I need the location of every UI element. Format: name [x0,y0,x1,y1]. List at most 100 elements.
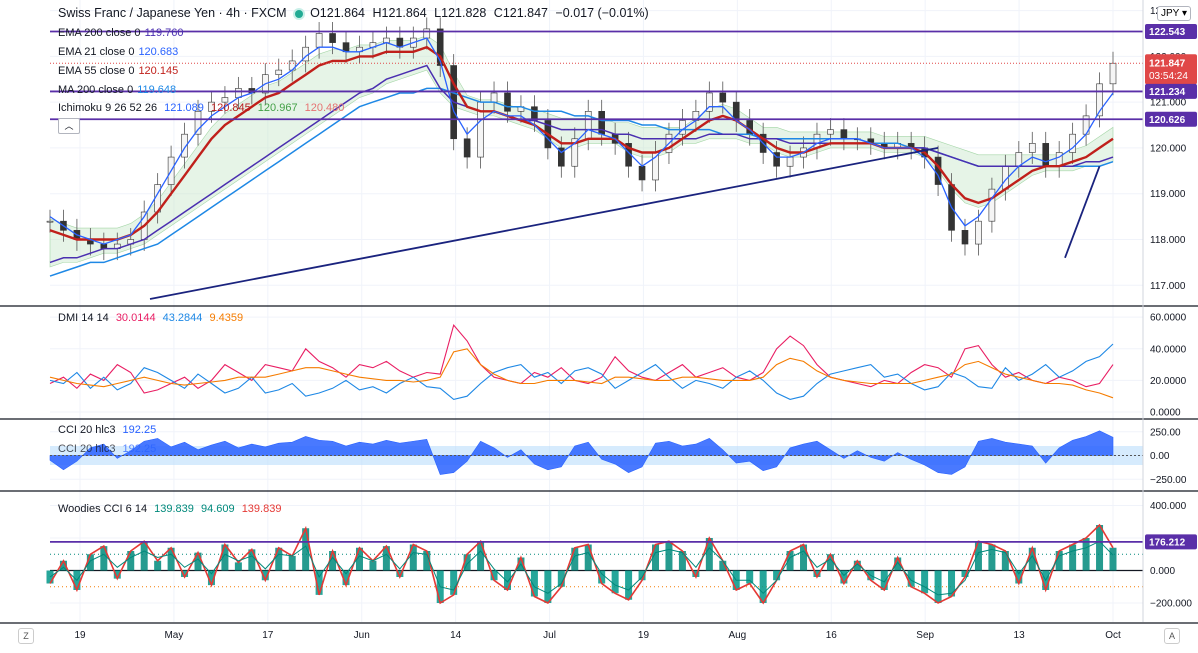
wcci-histogram-bar [1069,544,1077,571]
legend-ma200[interactable]: MA 200 close 0 119.648 [58,84,180,96]
ohlc-high: H121.864 [372,6,427,20]
candle-body [786,156,794,167]
collapse-legend-button[interactable]: ︿ [58,118,80,134]
candle-body [975,220,982,245]
candle-body [436,28,444,66]
ichimoku-lead-b: 120.480 [304,102,345,114]
price-badge-text: 121.234 [1149,87,1186,98]
wcci-histogram-bar [261,570,269,581]
cci-area [49,430,1114,475]
dmi-adx: 9.4359 [209,312,244,324]
candle-body [773,152,780,167]
wcci-histogram-bar [948,570,956,597]
wcci-histogram-bar [934,570,942,603]
y-tick-label: 250.00 [1150,427,1181,438]
price-badge [1145,54,1197,85]
wcci-histogram-bar [1015,570,1023,584]
ichimoku-base: 120.845 [210,102,251,114]
wcci-histogram-bar [961,570,969,577]
wcci-histogram-bar [826,554,834,571]
wcci-histogram-bar [329,551,337,571]
wcci-histogram-bar [773,570,781,581]
woodies-value-2: 94.609 [200,503,235,515]
wcci-slow-line [49,540,1114,596]
candle-body [840,129,848,140]
wcci-histogram-bar [894,557,902,571]
ohlc-close: C121.847 [493,6,549,20]
wcci-histogram-bar [705,538,713,571]
wcci-histogram-bar [813,570,821,577]
wcci-fast-line [49,523,1114,605]
legend-ema55[interactable]: EMA 55 close 0 120.145 [58,65,182,77]
price-badge [1145,111,1197,127]
wcci-histogram-bar [342,570,350,586]
x-tick-label: May [164,630,183,641]
candle-body [571,138,579,167]
y-tick-label: 119.000 [1150,189,1186,200]
wcci-histogram-bar [840,570,848,584]
candle-body [961,230,969,245]
y-tick-label: 400.000 [1150,501,1187,512]
legend-label: EMA 55 close 0 [58,65,135,77]
wcci-histogram-bar [652,544,660,571]
wcci-histogram-bar [490,570,498,581]
legend-woodies[interactable]: Woodies CCI 6 14 139.839 94.609 139.839 [58,503,285,515]
legend-ema200[interactable]: EMA 200 close 0 119.760 [58,27,188,39]
legend-ema21[interactable]: EMA 21 close 0 120.683 [58,46,182,58]
currency-label: JPY [1161,8,1180,19]
wcci-histogram-bar [382,546,390,571]
woodies-value-1: 139.839 [154,503,194,515]
price-pane[interactable] [46,17,1143,300]
cci-value: 192.25 [122,424,157,436]
price-badge [1145,24,1197,40]
legend-value: 120.145 [138,65,179,77]
wcci-histogram-bar [853,560,861,571]
auto-scale-button[interactable]: A [1164,628,1180,644]
legend-cci-2[interactable]: CCI 20 hlc3 192.25 [58,443,160,455]
candle-body [221,97,229,103]
candle-body [1055,152,1063,167]
y-tick-label: −200.000 [1150,599,1192,610]
candle-body [988,188,996,222]
wcci-histogram-bar [59,560,67,571]
cci-pane[interactable] [49,430,1143,475]
candle-body [638,165,646,181]
wcci-histogram-bar [746,570,754,584]
x-tick-label: Jun [354,630,370,641]
price-badge-text: 121.847 [1149,59,1186,70]
candle-body [235,88,242,98]
legend-ichimoku[interactable]: Ichimoku 9 26 52 26 121.089 120.845 120.… [58,102,348,114]
wcci-histogram-bar [719,560,727,571]
ema21-line [49,37,1114,245]
legend-label: CCI 20 hlc3 [58,424,116,436]
candle-body [490,92,498,103]
wcci-histogram-bar [275,547,283,571]
wcci-histogram-bar [1055,551,1063,571]
candle-body [181,133,188,158]
candle-body [463,138,471,158]
y-tick-label: 117.000 [1150,281,1186,292]
timezone-button[interactable]: Z [18,628,34,644]
legend-dmi[interactable]: DMI 14 14 30.0144 43.2844 9.4359 [58,312,247,324]
candle-body [813,133,821,149]
wcci-histogram-bar [678,551,686,571]
y-tick-label: 0.0000 [1150,408,1181,419]
x-tick-label: Oct [1105,630,1121,641]
y-tick-label: 121.000 [1150,98,1187,109]
ohlc-low: L121.828 [434,6,487,20]
dmi-pane[interactable] [49,323,1114,400]
price-badge-text: 176.212 [1149,537,1186,548]
wcci-histogram-bar [409,544,417,571]
wcci-histogram-bar [181,570,189,577]
wcci-histogram-bar [988,544,996,571]
currency-selector[interactable]: JPY ▾ [1157,6,1191,21]
y-tick-label: 60.0000 [1150,313,1187,324]
wcci-histogram-bar [100,546,108,571]
legend-cci[interactable]: CCI 20 hlc3 192.25 [58,424,160,436]
wcci-histogram-bar [450,570,458,595]
x-tick-label: 17 [262,630,274,641]
woodies-cci-pane[interactable] [46,523,1144,605]
candle-body [329,33,336,43]
candle-body [1069,133,1076,153]
